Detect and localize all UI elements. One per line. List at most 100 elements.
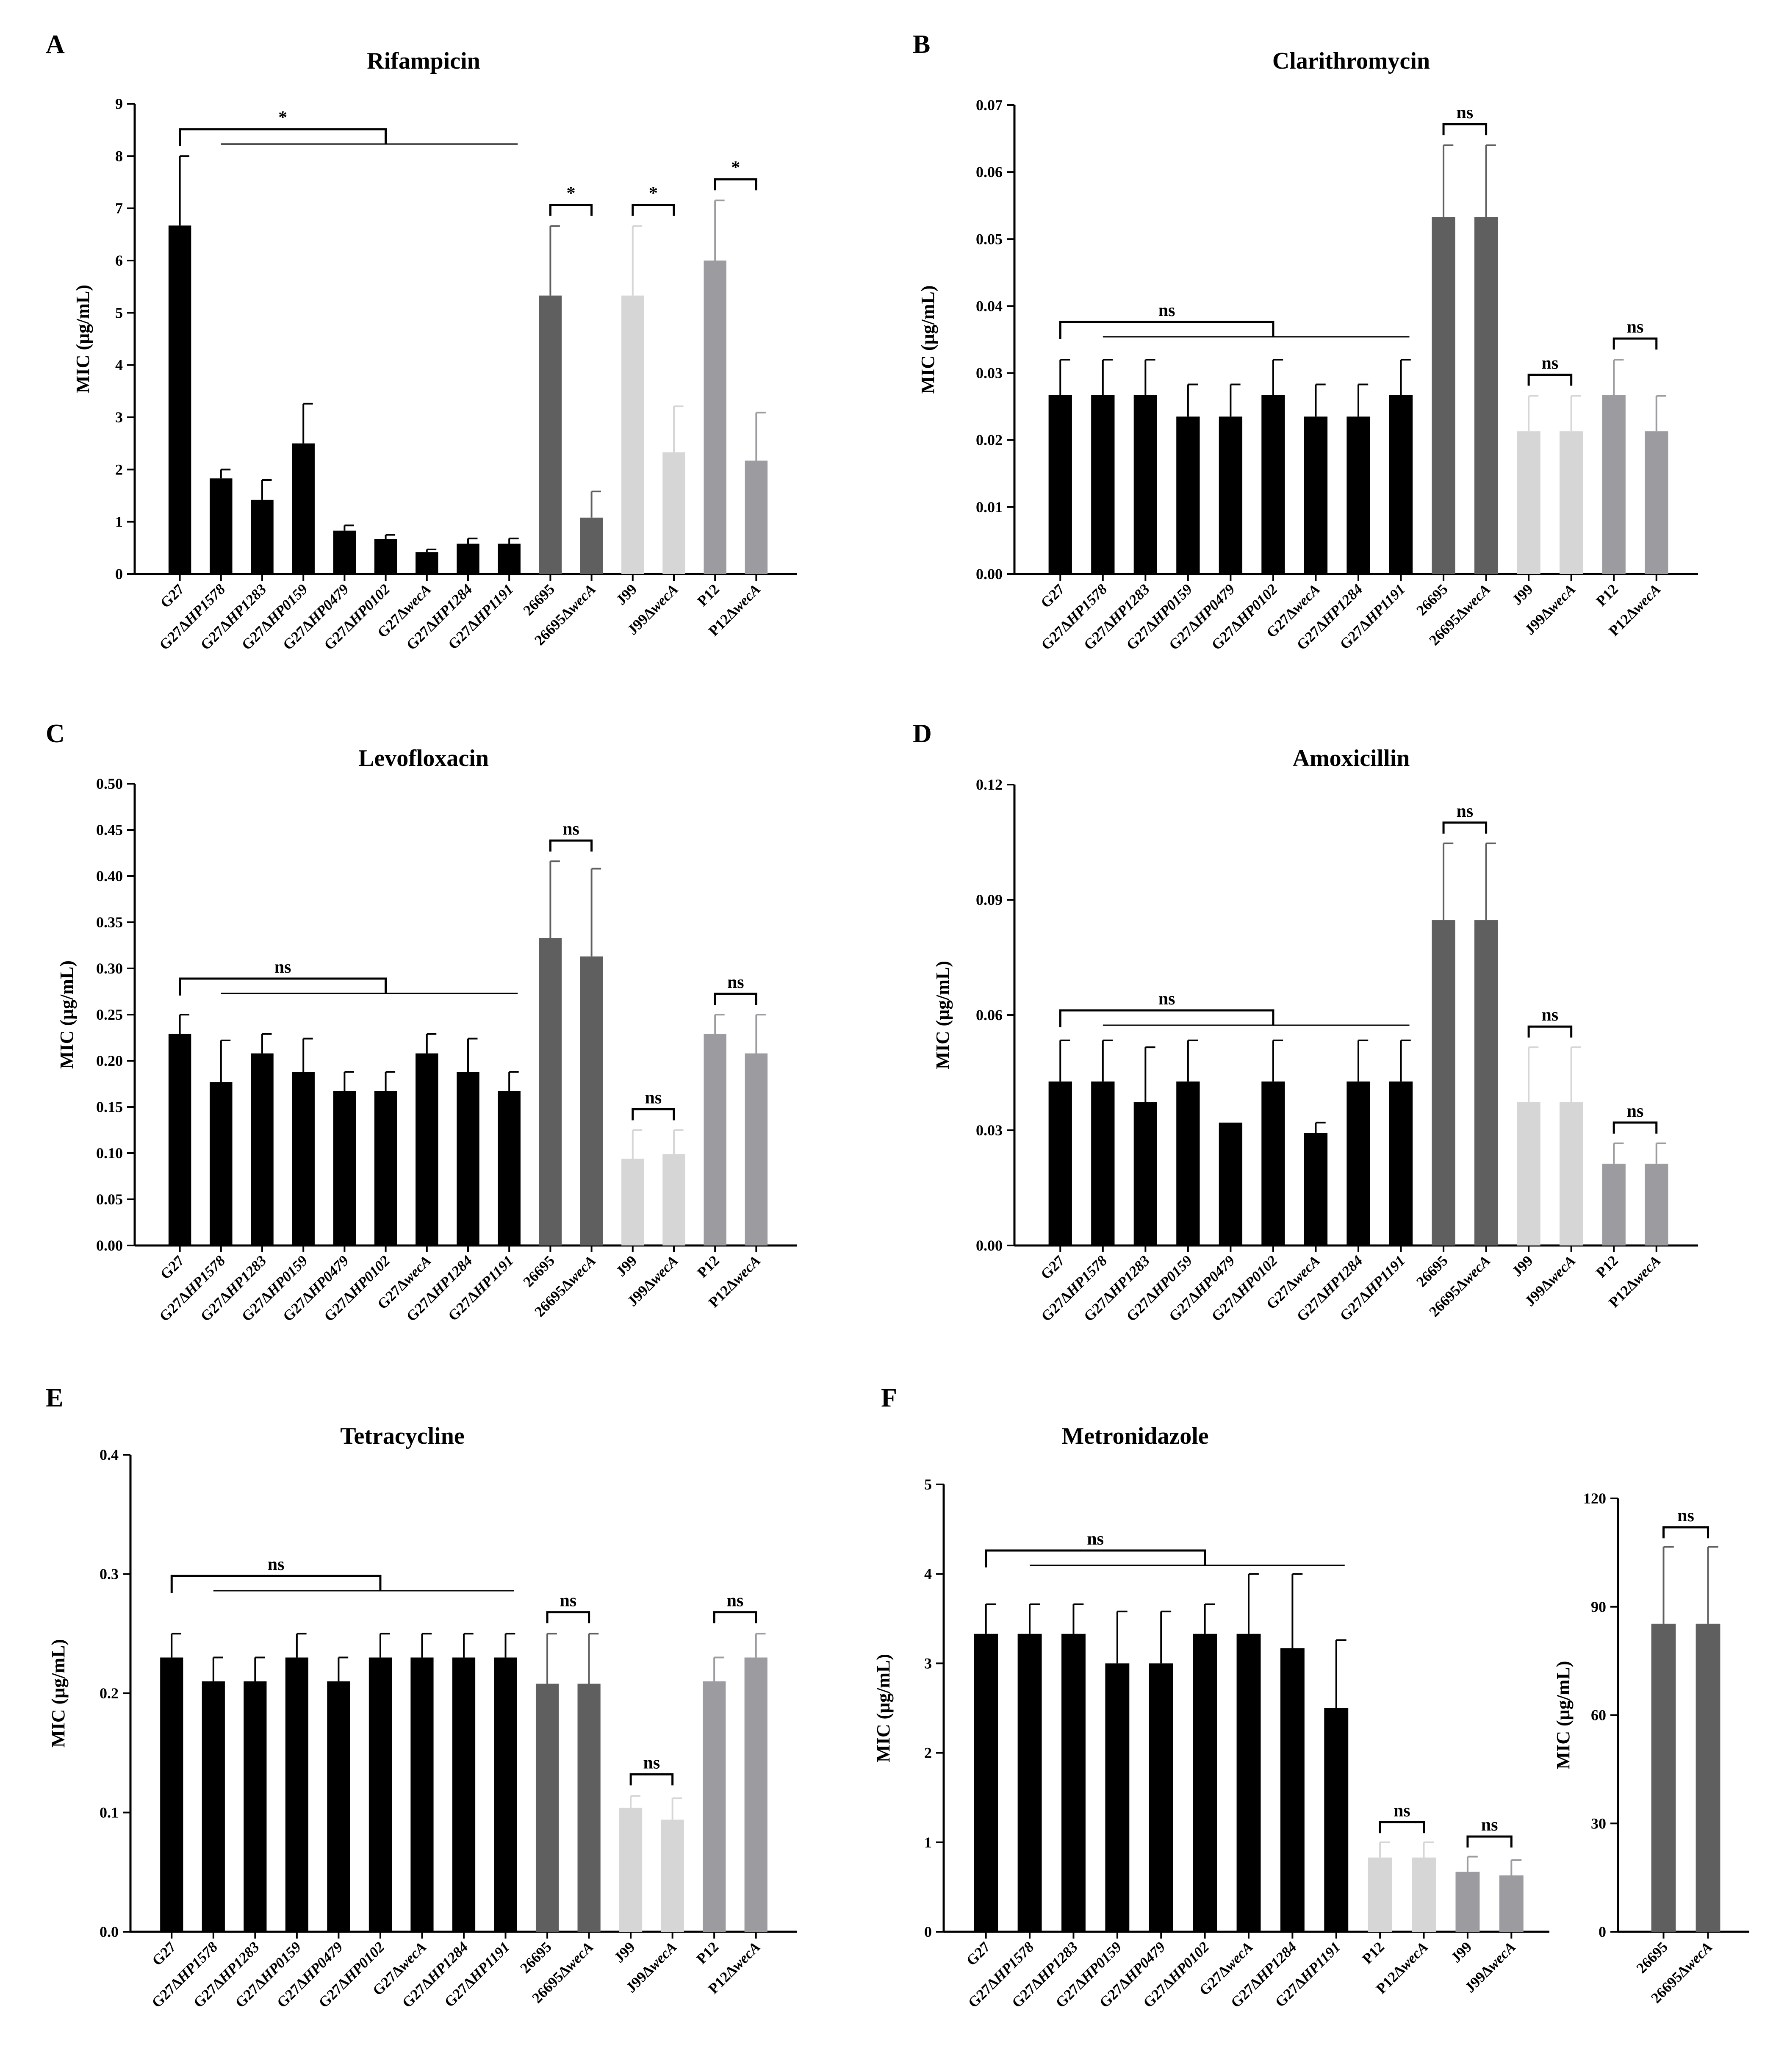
comparison-bracket xyxy=(1466,1835,1513,1848)
bar xyxy=(1105,1663,1130,1932)
bar xyxy=(1133,395,1157,574)
x-tick-label: P12 xyxy=(694,581,722,609)
bar xyxy=(1499,1875,1524,1932)
comparison-bracket xyxy=(1379,1821,1425,1833)
comparison-bracket xyxy=(1662,1526,1709,1539)
significance-label: ns xyxy=(268,1555,285,1574)
bar xyxy=(1696,1623,1721,1932)
y-tick-label: 2 xyxy=(115,461,123,478)
bar xyxy=(1517,1102,1540,1245)
comparison-bracket xyxy=(629,1773,674,1786)
significance-label: ns xyxy=(1627,317,1644,337)
bar xyxy=(1193,1634,1217,1932)
y-tick-label: 0.30 xyxy=(96,960,123,977)
panel-letter: E xyxy=(46,1384,63,1412)
comparison-bracket xyxy=(632,204,675,216)
comparison-bracket xyxy=(170,1575,382,1593)
y-tick-label: 90 xyxy=(1591,1598,1606,1615)
bar xyxy=(1346,416,1370,574)
bar xyxy=(292,443,315,574)
y-tick-label: 0.0 xyxy=(100,1923,119,1940)
bar xyxy=(1389,395,1413,574)
y-axis-label: MIC (μg/mL) xyxy=(48,1639,69,1747)
bar xyxy=(1176,1081,1200,1245)
bar xyxy=(1432,920,1455,1245)
y-tick-label: 0.10 xyxy=(96,1145,123,1162)
bar xyxy=(285,1657,308,1932)
y-tick-label: 6 xyxy=(115,252,123,269)
y-tick-label: 0.15 xyxy=(96,1098,123,1115)
significance-label: ns xyxy=(727,1591,744,1611)
bar xyxy=(539,295,562,574)
y-tick-label: 60 xyxy=(1591,1707,1606,1724)
bar xyxy=(1645,1163,1668,1245)
bar xyxy=(1602,395,1626,574)
x-tick-label: 26695 xyxy=(517,1939,554,1976)
bar xyxy=(1236,1634,1261,1932)
y-tick-label: 0.00 xyxy=(976,566,1003,582)
panel-letter: A xyxy=(46,30,65,59)
bar xyxy=(661,1820,684,1932)
y-tick-label: 0.25 xyxy=(96,1006,123,1023)
bar xyxy=(374,1091,397,1245)
bar xyxy=(160,1657,183,1932)
bar xyxy=(704,261,726,574)
panel-letter: D xyxy=(913,719,932,748)
bar xyxy=(539,938,562,1245)
bar xyxy=(1219,416,1243,574)
bar xyxy=(1324,1708,1349,1932)
x-tick-label: J99 xyxy=(1509,1252,1536,1280)
bar xyxy=(1560,1102,1583,1245)
y-tick-label: 1 xyxy=(115,513,123,530)
y-tick-label: 8 xyxy=(115,147,123,164)
y-tick-label: 0 xyxy=(924,1923,932,1940)
bar xyxy=(251,1053,274,1245)
bar xyxy=(333,1091,356,1245)
x-tick-label: 26695 xyxy=(1413,1252,1451,1290)
y-tick-label: 0.07 xyxy=(976,97,1003,114)
bar xyxy=(1280,1648,1305,1932)
chart-panel-C: C Levofloxacin 0.00 0.05 0.10 0.15 0.20 0.25 0.3… xyxy=(46,719,797,1325)
significance-label: ns xyxy=(1677,1506,1694,1526)
comparison-bracket xyxy=(549,204,593,216)
bar xyxy=(1048,395,1072,574)
significance-label: ns xyxy=(1158,989,1175,1009)
chart-title: Metronidazole xyxy=(1061,1423,1208,1449)
bar xyxy=(1061,1634,1086,1932)
y-tick-label: 1 xyxy=(924,1834,932,1851)
comparison-bracket xyxy=(1527,374,1573,386)
comparison-bracket xyxy=(632,1108,675,1121)
bar xyxy=(202,1681,225,1932)
y-axis-label: MIC (μg/mL) xyxy=(1553,1661,1574,1770)
x-tick-label: J99 xyxy=(613,1252,640,1280)
bar xyxy=(244,1681,267,1932)
bar xyxy=(1560,431,1583,574)
significance-label: ns xyxy=(562,819,579,839)
chart-panel-E: E Tetracycline 0.0 0.1 0.2 0.3 0.4 MIC (μg/mL) G… xyxy=(46,1384,797,2011)
x-tick-label: P12 xyxy=(694,1252,722,1281)
y-tick-label: 0.12 xyxy=(976,776,1003,793)
bar xyxy=(1651,1623,1676,1932)
bar xyxy=(580,517,603,574)
y-tick-label: 0.1 xyxy=(100,1804,119,1821)
panel-letter: C xyxy=(46,719,65,748)
comparison-bracket xyxy=(1442,821,1488,834)
chart-title: Levofloxacin xyxy=(358,745,489,771)
bar xyxy=(368,1657,392,1932)
comparison-bracket xyxy=(714,178,757,191)
significance-label: * xyxy=(649,184,658,203)
bar xyxy=(1389,1081,1413,1245)
bar xyxy=(1304,1133,1328,1245)
significance-label: ns xyxy=(1394,1801,1410,1820)
comparison-bracket xyxy=(179,128,387,146)
bar xyxy=(621,295,644,574)
y-tick-label: 0.4 xyxy=(100,1446,119,1463)
x-tick-label: J99 xyxy=(1448,1939,1475,1966)
y-axis-label: MIC (μg/mL) xyxy=(56,960,77,1069)
bar xyxy=(1017,1634,1042,1932)
y-tick-label: 0.03 xyxy=(976,1122,1003,1139)
y-tick-label: 0.00 xyxy=(96,1237,123,1254)
chart-panel-D: D Amoxicillin 0.00 0.03 0.06 0.09 0.12 MIC (μg/… xyxy=(913,719,1698,1325)
bar xyxy=(621,1159,644,1245)
y-tick-label: 7 xyxy=(115,200,123,217)
